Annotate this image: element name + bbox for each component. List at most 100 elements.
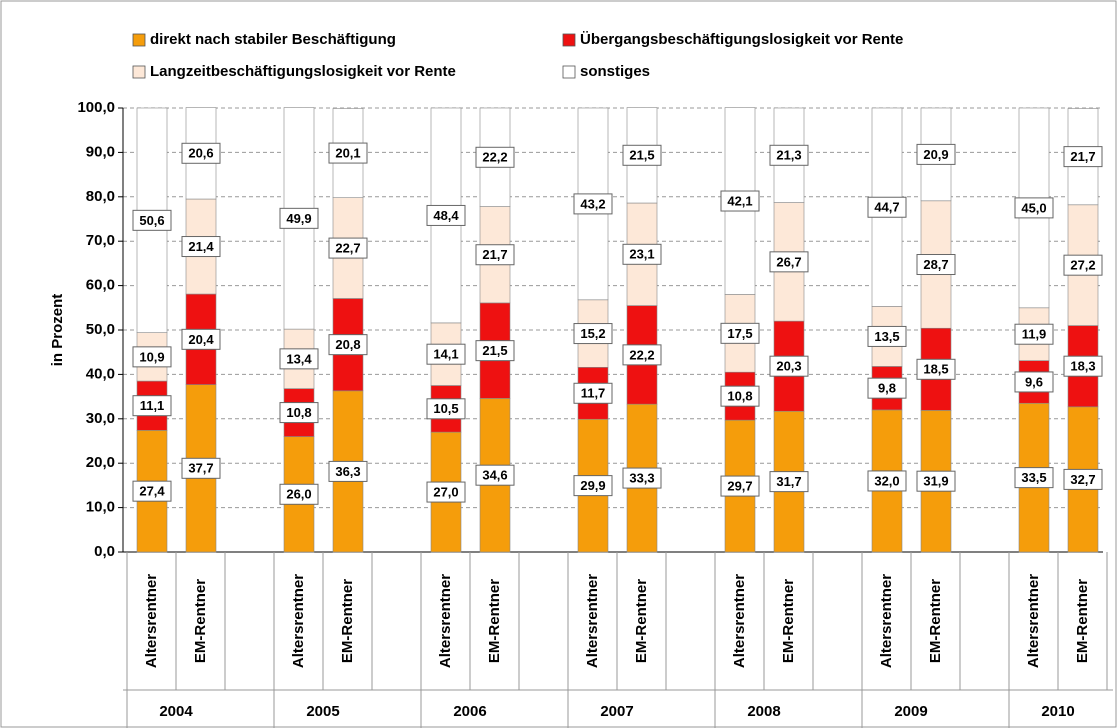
value-label-box xyxy=(720,322,760,344)
category-label: EM-Rentner xyxy=(780,579,797,663)
legend-label: direkt nach stabiler Beschäftigung xyxy=(150,31,396,48)
value-label: 34,6 xyxy=(482,468,507,483)
value-label: 14,1 xyxy=(433,347,458,362)
legend-label: Langzeitbeschäftigungslosigkeit vor Rent… xyxy=(150,63,456,80)
value-label: 11,1 xyxy=(140,398,165,413)
y-tick-label: 30,0 xyxy=(86,410,115,427)
y-tick-label: 70,0 xyxy=(86,232,115,249)
value-label: 36,3 xyxy=(335,464,360,479)
value-label: 18,5 xyxy=(923,362,948,377)
value-label: 50,6 xyxy=(139,213,164,228)
value-label: 20,4 xyxy=(188,332,214,347)
value-label-box xyxy=(720,475,760,497)
legend-swatch xyxy=(132,65,146,79)
category-label: EM-Rentner xyxy=(633,579,650,663)
y-tick-label: 60,0 xyxy=(86,277,115,294)
value-label-box xyxy=(1014,371,1054,393)
legend-label: sonstiges xyxy=(580,63,650,80)
value-label: 13,5 xyxy=(874,329,899,344)
group-label: 2006 xyxy=(453,703,486,720)
value-label: 26,0 xyxy=(286,487,311,502)
value-label: 29,9 xyxy=(580,478,605,493)
value-label: 20,9 xyxy=(923,147,948,162)
value-label: 11,7 xyxy=(581,386,606,401)
value-label-box xyxy=(475,146,515,168)
value-label: 21,3 xyxy=(776,148,801,163)
value-label-box xyxy=(475,244,515,266)
category-label: Altersrentner xyxy=(584,574,601,668)
value-label: 10,5 xyxy=(433,401,458,416)
y-tick-label: 100,0 xyxy=(77,99,115,116)
value-label: 15,2 xyxy=(580,326,605,341)
value-label-box xyxy=(475,340,515,362)
category-label: EM-Rentner xyxy=(486,579,503,663)
category-label: Altersrentner xyxy=(1025,574,1042,668)
value-label: 27,2 xyxy=(1070,258,1095,273)
value-label-box xyxy=(573,382,613,404)
value-label-box xyxy=(769,144,809,166)
value-label-box xyxy=(720,190,760,212)
category-label: Altersrentner xyxy=(437,574,454,668)
value-label: 9,8 xyxy=(878,381,896,396)
value-label-box xyxy=(769,471,809,493)
value-label-box xyxy=(1063,355,1103,377)
value-label: 42,1 xyxy=(727,193,752,208)
value-label: 22,2 xyxy=(482,150,507,165)
group-label: 2009 xyxy=(894,703,927,720)
value-label: 33,3 xyxy=(629,471,654,486)
y-tick-label: 90,0 xyxy=(86,143,115,160)
value-label-box xyxy=(1063,254,1103,276)
value-label: 48,4 xyxy=(433,208,459,223)
category-label: EM-Rentner xyxy=(339,579,356,663)
y-axis-label: in Prozent xyxy=(49,294,66,367)
value-label-box xyxy=(867,196,907,218)
value-label-box xyxy=(1014,197,1054,219)
value-label-box xyxy=(181,236,221,258)
value-label-box xyxy=(426,204,466,226)
value-label-box xyxy=(720,385,760,407)
value-label-box xyxy=(279,207,319,229)
value-label: 11,9 xyxy=(1022,327,1047,342)
value-label-box xyxy=(867,470,907,492)
y-tick-label: 80,0 xyxy=(86,188,115,205)
value-label: 13,4 xyxy=(286,351,312,366)
value-label: 20,1 xyxy=(335,146,360,161)
value-label: 10,8 xyxy=(286,405,311,420)
y-tick-label: 10,0 xyxy=(86,499,115,516)
value-label: 21,4 xyxy=(188,239,214,254)
value-label: 9,6 xyxy=(1025,374,1043,389)
legend-swatch xyxy=(132,33,146,47)
value-label-box xyxy=(328,142,368,164)
y-tick-label: 40,0 xyxy=(86,365,115,382)
category-label: Altersrentner xyxy=(290,574,307,668)
value-label-box xyxy=(622,144,662,166)
value-label-box xyxy=(279,348,319,370)
category-label: Altersrentner xyxy=(878,574,895,668)
legend-label: Übergangsbeschäftigungslosigkeit vor Ren… xyxy=(580,31,903,48)
value-label-box xyxy=(867,325,907,347)
value-label: 43,2 xyxy=(580,196,605,211)
y-tick-label: 50,0 xyxy=(86,321,115,338)
value-label: 45,0 xyxy=(1021,200,1046,215)
value-label: 22,2 xyxy=(629,347,654,362)
group-label: 2007 xyxy=(600,703,633,720)
value-label-box xyxy=(916,470,956,492)
y-tick-label: 0,0 xyxy=(94,543,115,560)
group-label: 2004 xyxy=(159,703,193,720)
value-label-box xyxy=(622,467,662,489)
value-label: 37,7 xyxy=(188,461,213,476)
value-label: 20,3 xyxy=(776,359,801,374)
value-label: 31,9 xyxy=(923,474,948,489)
value-label-box xyxy=(916,254,956,276)
value-label-box xyxy=(1063,468,1103,490)
value-label-box xyxy=(181,328,221,350)
value-label: 10,9 xyxy=(139,349,164,364)
category-label: EM-Rentner xyxy=(927,579,944,663)
value-label-box xyxy=(426,481,466,503)
value-label-box xyxy=(769,355,809,377)
value-label-box xyxy=(328,334,368,356)
value-label-box xyxy=(769,251,809,273)
legend-swatch xyxy=(562,65,576,79)
value-label: 27,0 xyxy=(433,484,458,499)
